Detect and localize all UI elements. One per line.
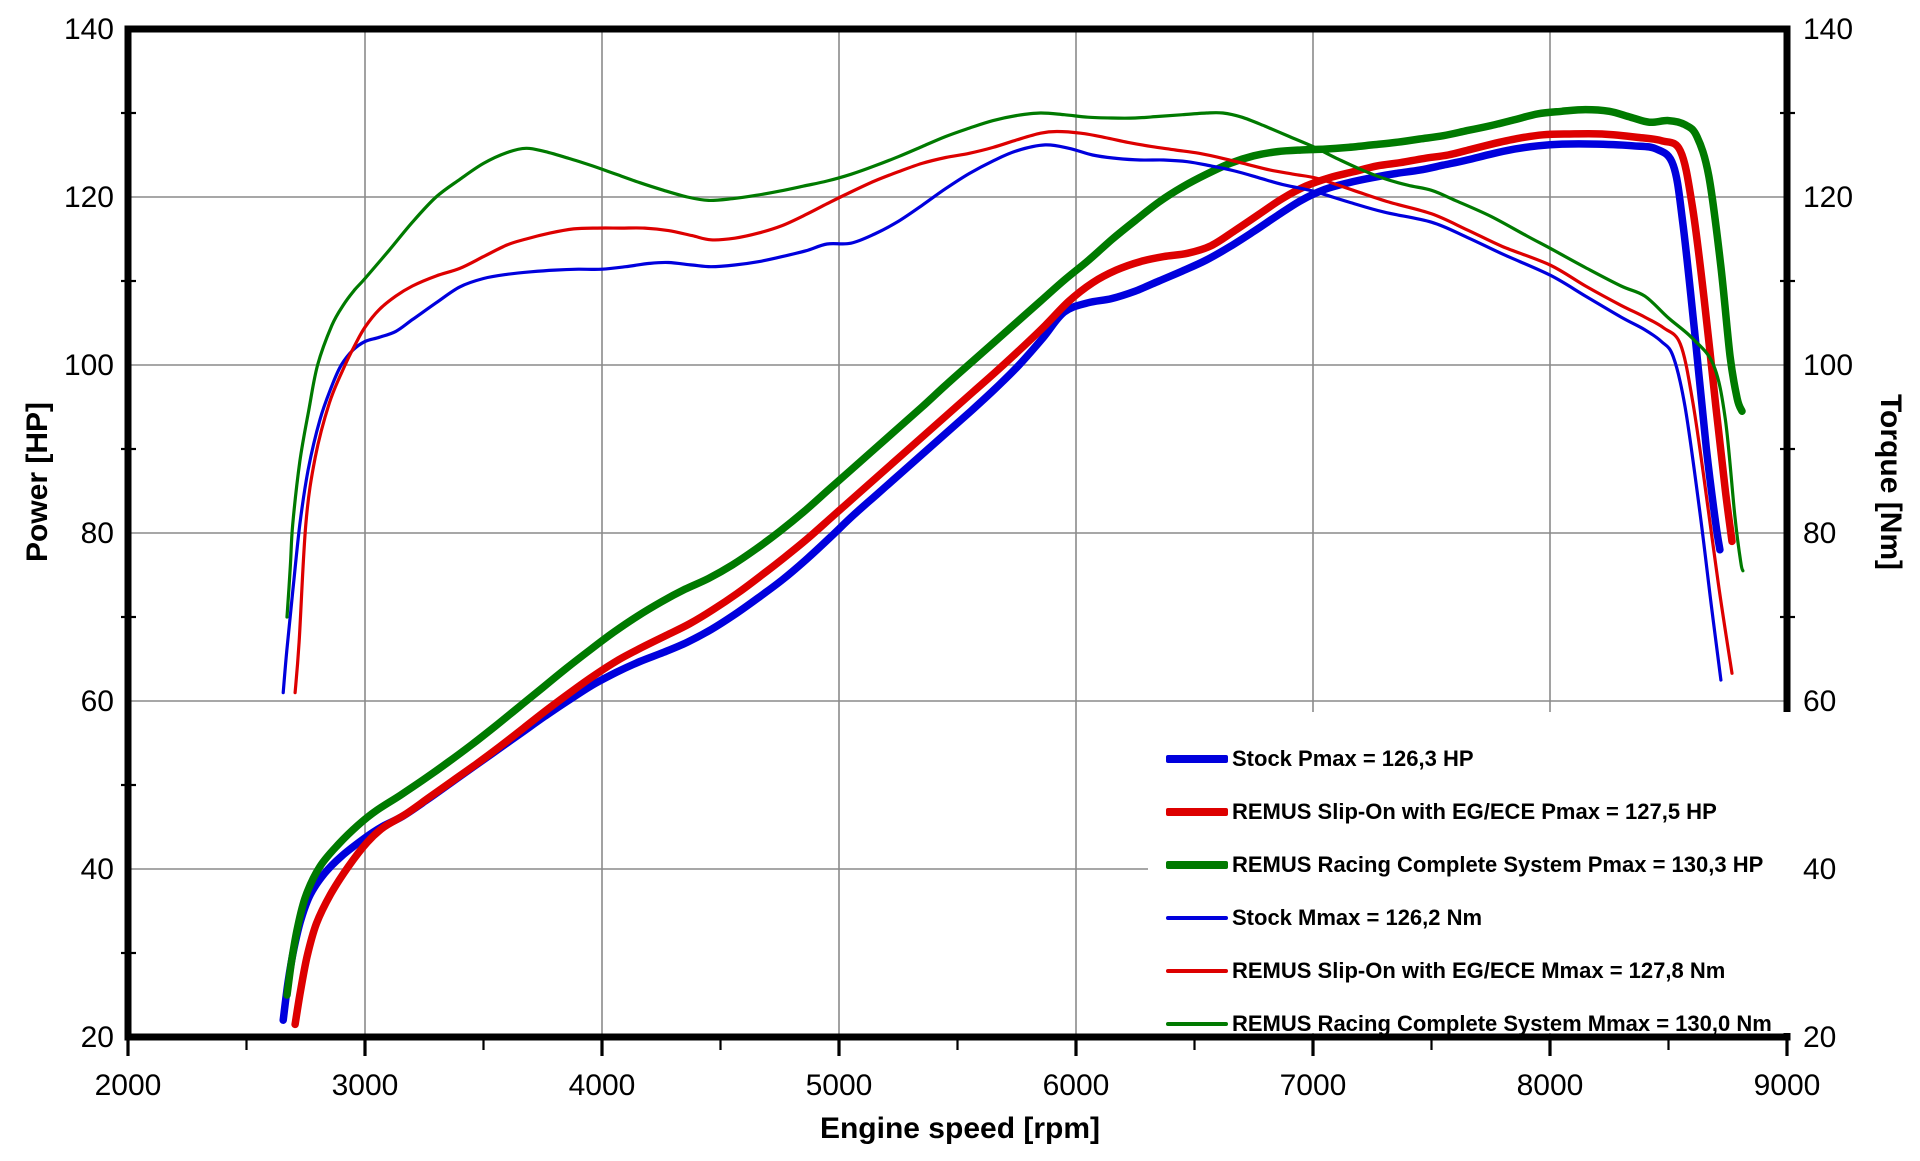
y-right-tick-label: 140 (1803, 13, 1853, 46)
legend-item: REMUS Racing Complete System Pmax = 130,… (1148, 838, 1796, 891)
y-right-tick-label: 100 (1803, 349, 1853, 382)
curve-power-slip_on (291, 129, 1736, 1029)
x-tick-label: 4000 (569, 1069, 636, 1102)
curve-torque-racing (285, 111, 1745, 619)
legend-item: Stock Mmax = 126,2 Nm (1148, 891, 1796, 944)
x-tick-label: 3000 (332, 1069, 399, 1102)
y-right-tick-label: 40 (1803, 853, 1836, 886)
legend-line-sample (1166, 915, 1228, 920)
x-tick-label: 2000 (95, 1069, 162, 1102)
y-right-tick-label: 120 (1803, 181, 1853, 214)
legend-line-sample (1166, 1021, 1228, 1026)
legend-label: Stock Mmax = 126,2 Nm (1232, 904, 1483, 930)
legend: Stock Pmax = 126,3 HP REMUS Slip-On with … (1148, 712, 1796, 1036)
legend-item: Stock Pmax = 126,3 HP (1148, 732, 1796, 785)
legend-line-sample (1166, 968, 1228, 973)
legend-item: REMUS Slip-On with EG/ECE Mmax = 127,8 N… (1148, 944, 1796, 997)
legend-line-sample (1166, 860, 1228, 869)
legend-label: REMUS Slip-On with EG/ECE Mmax = 127,8 N… (1232, 957, 1726, 983)
legend-label: REMUS Slip-On with EG/ECE Pmax = 127,5 H… (1232, 798, 1717, 824)
legend-line-sample (1166, 807, 1228, 816)
legend-line-sample (1166, 754, 1228, 763)
y-right-tick-label: 60 (1803, 685, 1836, 718)
y-left-tick-label: 140 (64, 13, 114, 46)
y-axis-title-right: Torque [Nm] (1874, 393, 1907, 571)
y-left-tick-label: 80 (81, 517, 114, 550)
legend-label: Stock Pmax = 126,3 HP (1232, 745, 1474, 771)
x-tick-label: 9000 (1754, 1069, 1821, 1102)
curve-torque-stock (281, 143, 1723, 695)
x-axis-title: Engine speed [rpm] (819, 1112, 1101, 1145)
y-left-tick-label: 20 (81, 1021, 114, 1054)
legend-label: REMUS Racing Complete System Mmax = 130,… (1232, 1010, 1772, 1036)
x-tick-label: 8000 (1517, 1069, 1584, 1102)
legend-item: REMUS Racing Complete System Mmax = 130,… (1148, 997, 1796, 1050)
y-left-tick-label: 100 (64, 349, 114, 382)
y-right-tick-label: 20 (1803, 1021, 1836, 1054)
x-tick-label: 6000 (1043, 1069, 1110, 1102)
legend-label: REMUS Racing Complete System Pmax = 130,… (1232, 851, 1764, 877)
x-tick-label: 7000 (1280, 1069, 1347, 1102)
curve-torque-slip_on (293, 129, 1734, 695)
legend-item: REMUS Slip-On with EG/ECE Pmax = 127,5 H… (1148, 785, 1796, 838)
x-tick-label: 5000 (806, 1069, 873, 1102)
plot-border (124, 25, 1791, 1041)
y-left-tick-label: 40 (81, 853, 114, 886)
y-left-tick-label: 60 (81, 685, 114, 718)
curve-power-racing (283, 105, 1746, 999)
y-left-tick-label: 120 (64, 181, 114, 214)
y-right-tick-label: 80 (1803, 517, 1836, 550)
y-axis-title-left: Power [HP] (21, 401, 54, 563)
